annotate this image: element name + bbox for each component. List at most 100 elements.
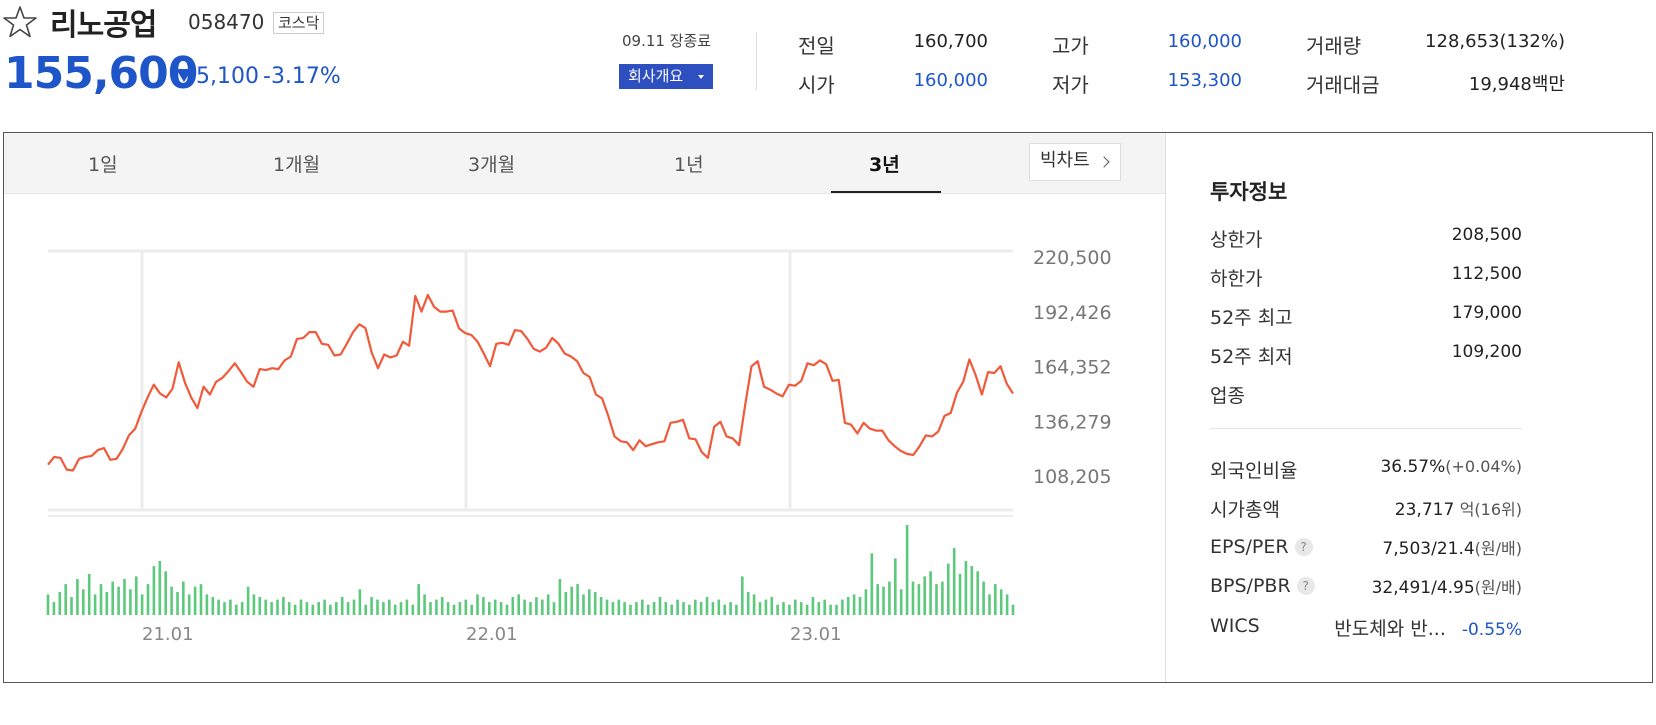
volume-bar xyxy=(629,604,632,615)
big-chart-button[interactable]: 빅차트 xyxy=(1029,143,1121,181)
volume-bar xyxy=(335,602,338,615)
company-overview-button[interactable]: 회사개요 xyxy=(619,64,713,89)
volume-bar xyxy=(411,604,415,615)
tab-1-day[interactable]: 1일 xyxy=(88,154,118,176)
tab-3-year[interactable]: 3년 xyxy=(869,154,900,176)
volume-bar xyxy=(358,589,362,615)
chart-panel xyxy=(3,132,1653,683)
price-chart: 220,500 192,426 164,352 136,279 108,205 21.0… xyxy=(46,247,1112,645)
price-change: 5,100 xyxy=(196,64,259,89)
volume-bar xyxy=(76,579,79,615)
quote-low-label: 저가 xyxy=(1052,73,1089,97)
big-chart-label: 빅차트 xyxy=(1040,150,1090,171)
x-tick-label: 21.01 xyxy=(142,624,194,645)
low52-value: 109,200 xyxy=(1451,342,1522,362)
volume-bar xyxy=(493,599,497,615)
volume-bar xyxy=(446,602,450,615)
volume-bar xyxy=(452,604,456,615)
volume-bars xyxy=(46,525,1015,615)
market-cap-number: 23,717 xyxy=(1394,500,1455,520)
volume-bar xyxy=(858,597,862,615)
y-tick-label: 108,205 xyxy=(1033,466,1112,488)
volume-bar xyxy=(105,591,109,615)
volume-bar xyxy=(535,597,538,615)
volume-bar xyxy=(635,602,638,615)
tab-1-month[interactable]: 1개월 xyxy=(273,154,321,176)
volume-bar xyxy=(717,599,721,615)
volume-bar xyxy=(994,584,997,615)
volume-bar xyxy=(964,561,968,615)
help-icon[interactable]: ? xyxy=(1294,538,1313,556)
bps-pbr-text: BPS/PBR xyxy=(1210,575,1291,597)
y-tick-label: 220,500 xyxy=(1033,247,1112,269)
volume-bar xyxy=(246,586,250,615)
volume-bar xyxy=(776,604,779,615)
volume-bar xyxy=(599,597,603,615)
volume-bar xyxy=(782,602,785,615)
tab-1-year[interactable]: 1년 xyxy=(674,154,704,176)
eps-per-text: EPS/PER xyxy=(1210,536,1289,558)
bps-pbr-number: 32,491/4.95 xyxy=(1371,578,1475,598)
volume-bar xyxy=(558,579,562,615)
quote-volume-label: 거래량 xyxy=(1306,34,1362,58)
market-cap-rank: (16위) xyxy=(1474,500,1522,519)
y-tick-label: 164,352 xyxy=(1033,357,1112,379)
volume-bar xyxy=(735,604,738,615)
volume-bar xyxy=(799,602,803,615)
volume-bar xyxy=(405,599,409,615)
volume-bar xyxy=(123,579,126,615)
volume-bar xyxy=(140,594,144,615)
quote-prev-label: 전일 xyxy=(798,34,835,58)
volume-bar xyxy=(282,597,285,615)
volume-bar xyxy=(829,604,832,615)
y-tick-label: 192,426 xyxy=(1033,302,1112,324)
x-axis-labels: 21.01 22.01 23.01 xyxy=(142,624,842,645)
volume-bar xyxy=(970,566,974,615)
volume-bar xyxy=(805,604,809,615)
volume-bar xyxy=(117,586,120,615)
favorite-star-icon[interactable] xyxy=(3,5,37,39)
volume-bar xyxy=(888,581,891,615)
eps-per-label: EPS/PER? xyxy=(1210,536,1313,558)
volume-bar xyxy=(223,602,226,615)
volume-bar xyxy=(911,581,915,615)
volume-bar xyxy=(864,589,868,615)
market-badge: 코스닥 xyxy=(273,12,325,34)
volume-bar xyxy=(823,599,826,615)
wics-sector[interactable]: 반도체와 반... xyxy=(1334,618,1446,640)
volume-bar xyxy=(723,604,726,615)
volume-bar xyxy=(270,602,273,615)
volume-bar xyxy=(440,597,444,615)
volume-bar xyxy=(788,604,791,615)
volume-bar xyxy=(641,599,644,615)
volume-bar xyxy=(458,602,462,615)
volume-bar xyxy=(311,604,315,615)
volume-bar xyxy=(694,599,697,615)
volume-bar xyxy=(923,576,926,615)
tab-3-month[interactable]: 3개월 xyxy=(468,154,516,176)
volume-bar xyxy=(935,584,938,615)
quote-volume-value: 128,653(132%) xyxy=(1425,31,1565,52)
y-axis-labels: 220,500 192,426 164,352 136,279 108,205 xyxy=(1033,247,1112,488)
quote-open-label: 시가 xyxy=(798,73,835,97)
quote-high-value: 160,000 xyxy=(1167,31,1242,52)
volume-bar xyxy=(664,602,668,615)
quote-amount-value: 19,948백만 xyxy=(1400,70,1565,96)
current-price: 155,600 xyxy=(4,48,198,99)
quote-amount-unit: 백만 xyxy=(1531,74,1565,95)
stock-name: 리노공업 xyxy=(50,8,157,43)
volume-bar xyxy=(240,602,244,615)
volume-bar xyxy=(917,584,921,615)
volume-bar xyxy=(582,594,585,615)
quote-prev-value: 160,700 xyxy=(913,31,988,52)
volume-bar xyxy=(217,599,220,615)
upper-limit-label: 상한가 xyxy=(1210,229,1263,251)
volume-bar xyxy=(287,602,291,615)
quote-open-value: 160,000 xyxy=(913,70,988,91)
help-icon[interactable]: ? xyxy=(1296,577,1315,595)
volume-bar xyxy=(499,602,503,615)
volume-bar xyxy=(352,599,356,615)
price-change-rate: -3.17% xyxy=(263,64,341,89)
volume-bar xyxy=(623,602,626,615)
volume-bar xyxy=(976,571,979,615)
